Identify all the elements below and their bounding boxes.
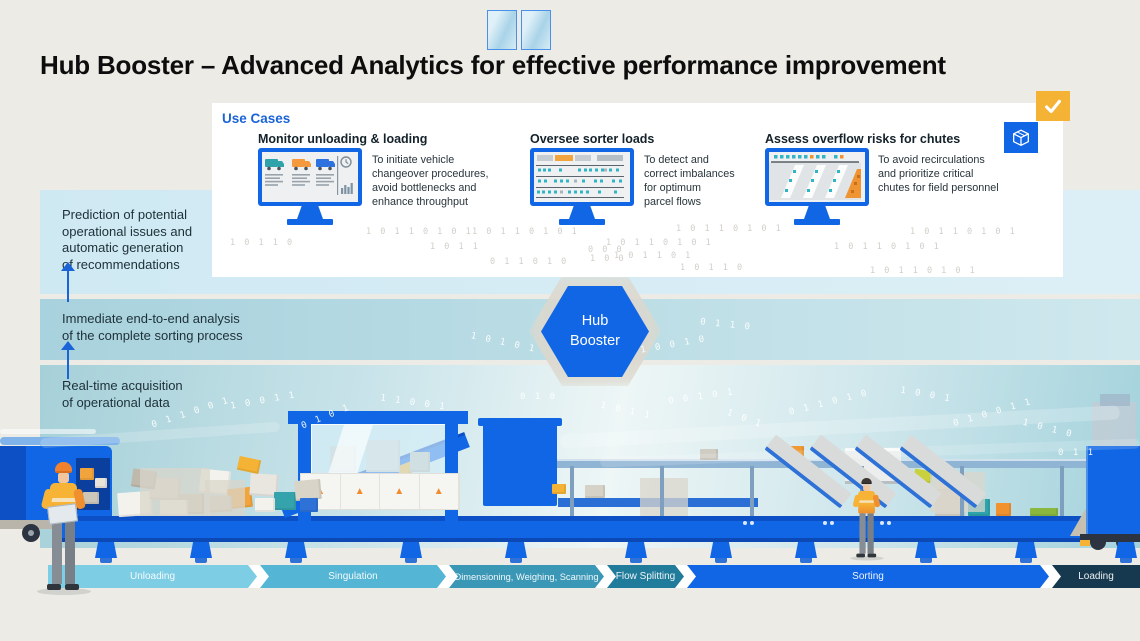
cabin-window	[521, 10, 551, 50]
monitor-base	[559, 219, 605, 225]
worker-shadow	[850, 556, 884, 561]
use-case-description: To detect and correct imbalances for opt…	[644, 154, 735, 209]
worker-leg	[65, 519, 75, 584]
chute-risk-graphic	[769, 152, 865, 200]
process-step-singulation: Singulation	[260, 565, 446, 588]
check-icon	[1036, 91, 1070, 121]
worker-leg	[867, 513, 874, 554]
worker-shoe	[867, 553, 877, 558]
conveyor-foot	[1020, 558, 1032, 563]
process-step-label: Singulation	[328, 571, 378, 582]
monitor-stand	[569, 206, 595, 219]
conveyor-foot	[195, 558, 207, 563]
process-step-loading: Loading	[1052, 565, 1140, 588]
process-step-label: Dimensioning, Weighing, Scanning	[454, 571, 599, 582]
band-acquisition-sky	[40, 365, 1140, 548]
use-cases-panel: Use Cases Monitor unloading & loading	[212, 103, 1063, 277]
worker-shoe	[47, 584, 61, 590]
worker-shoe	[65, 584, 79, 590]
package-icon	[1004, 122, 1038, 153]
use-case-heading: Monitor unloading & loading	[258, 132, 428, 146]
worker-shadow	[37, 588, 91, 595]
worker-arm	[872, 494, 881, 508]
worker-sorting	[850, 478, 889, 561]
monitor-screen	[765, 148, 869, 206]
use-case-description: To initiate vehicle changeover procedure…	[372, 154, 489, 209]
monitor-stand	[804, 206, 830, 219]
conveyor-foot	[290, 558, 302, 563]
worker-head	[863, 484, 870, 492]
label-acquisition: Real-time acquisition of operational dat…	[62, 378, 183, 410]
conveyor-foot	[510, 558, 522, 563]
cabin-window	[487, 10, 517, 50]
use-case-heading: Assess overflow risks for chutes	[765, 132, 961, 146]
conveyor-foot	[405, 558, 417, 563]
use-case-sorter-loads: Oversee sorter loads	[530, 103, 810, 277]
monitor-screen	[530, 148, 634, 206]
use-case-monitor-unloading: Monitor unloading & loading	[258, 103, 538, 277]
process-step-label: Flow Splitting	[615, 571, 676, 582]
use-case-heading: Oversee sorter loads	[530, 132, 655, 146]
monitor-chutes	[765, 148, 869, 225]
clock-icon	[340, 156, 352, 168]
use-cases-title: Use Cases	[222, 111, 291, 126]
conveyor-foot	[715, 558, 727, 563]
up-arrow-1	[61, 262, 75, 302]
wheel-hub	[28, 530, 34, 536]
use-case-chutes: Assess overflow risks for chutes	[765, 103, 1045, 277]
tablet	[47, 503, 78, 525]
process-step-unloading: Unloading	[48, 565, 257, 588]
monitor-base	[794, 219, 840, 225]
bar-chart-icon	[341, 183, 353, 194]
hard-hat	[55, 462, 72, 473]
process-step-label: Unloading	[129, 571, 176, 582]
monitor-base	[287, 219, 333, 225]
worker-with-tablet	[37, 462, 100, 596]
process-step-sorting: Sorting	[687, 565, 1049, 588]
sorter-lanes-graphic	[536, 155, 624, 198]
use-case-description: To avoid recirculations and prioritize c…	[878, 154, 999, 195]
worker-shoe	[856, 553, 866, 558]
conveyor-foot	[920, 558, 932, 563]
monitor-stand	[297, 206, 323, 219]
worker-vest	[858, 491, 875, 514]
process-bar: Unloading Singulation Dimensioning, Weig…	[48, 565, 1140, 588]
truck-wheel	[22, 524, 40, 542]
hub-booster-label: Hub Booster	[570, 312, 620, 349]
process-step-label: Sorting	[852, 571, 884, 582]
conveyor-foot	[100, 558, 112, 563]
label-analysis: Immediate end-to-end analysis of the com…	[62, 311, 243, 343]
label-prediction: Prediction of potential operational issu…	[62, 207, 193, 272]
process-step-label: Loading	[1078, 571, 1114, 582]
monitor-screen	[258, 148, 362, 206]
conveyor-foot	[1120, 558, 1132, 563]
monitor-sorter	[530, 148, 634, 225]
conveyor-foot	[630, 558, 642, 563]
process-step-dimensioning: Dimensioning, Weighing, Scanning	[449, 565, 604, 588]
worker-leg	[52, 519, 62, 584]
worker-hair	[861, 478, 872, 485]
up-arrow-2	[61, 341, 75, 379]
left-truck-front	[0, 446, 26, 520]
truck-dashboard-graphic	[265, 156, 353, 195]
conveyor-foot	[800, 558, 812, 563]
worker-leg	[859, 513, 866, 554]
page-title: Hub Booster – Advanced Analytics for eff…	[40, 50, 946, 80]
process-step-flow-splitting: Flow Splitting	[607, 565, 684, 588]
worker-head	[58, 473, 69, 483]
monitor-unloading	[258, 148, 362, 225]
